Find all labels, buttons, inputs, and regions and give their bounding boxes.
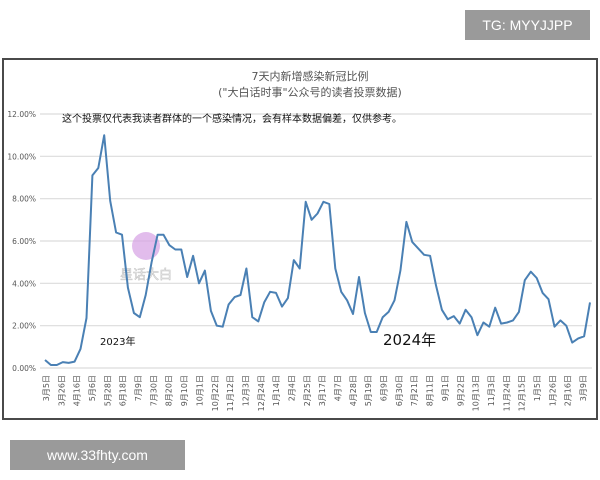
x-tick-label: 6月18日 (119, 375, 128, 406)
y-tick-label: 12.00% (7, 110, 36, 119)
y-tick-label: 4.00% (12, 279, 36, 288)
x-tick-label: 7月9日 (134, 375, 143, 401)
site-watermark: www.33fhty.com (10, 440, 185, 470)
x-tick-label: 10月1日 (195, 375, 204, 406)
x-tick-label: 4月28日 (349, 375, 358, 406)
logo-watermark: 星话大白 (120, 232, 172, 283)
x-tick-label: 3月17日 (318, 375, 327, 406)
x-tick-label: 10月13日 (472, 375, 481, 411)
x-tick-label: 7月21日 (410, 375, 419, 406)
x-tick-label: 9月1日 (441, 375, 450, 401)
x-tick-label: 5月19日 (364, 375, 373, 406)
y-tick-label: 2.00% (12, 322, 36, 331)
y-tick-label: 0.00% (12, 364, 36, 373)
x-tick-label: 2月16日 (564, 375, 573, 406)
x-tick-label: 9月10日 (180, 375, 189, 406)
x-tick-label: 5月6日 (88, 375, 97, 401)
x-tick-label: 6月30日 (395, 375, 404, 406)
series-line (44, 134, 591, 366)
x-tick-label: 1月26日 (548, 375, 557, 406)
x-tick-label: 9月22日 (456, 375, 465, 406)
y-tick-label: 8.00% (12, 195, 36, 204)
x-tick-label: 4月16日 (73, 375, 82, 406)
chart-title: 7天内新增感染新冠比例 (252, 69, 369, 83)
x-tick-label: 12月24日 (257, 375, 266, 411)
x-tick-label: 8月11日 (426, 375, 435, 406)
x-tick-label: 3月26日 (57, 375, 66, 406)
x-tick-label: 3月5日 (42, 375, 51, 401)
x-tick-label: 6月9日 (380, 375, 389, 401)
x-tick-label: 4月7日 (334, 375, 343, 401)
x-tick-label: 5月28日 (103, 375, 112, 406)
chart-note: 这个投票仅代表我读者群体的一个感染情况，会有样本数据偏差，仅供参考。 (62, 112, 402, 125)
x-tick-label: 12月3日 (241, 375, 250, 406)
annotation-2023: 2023年 (100, 335, 135, 348)
x-tick-label: 2月4日 (287, 375, 296, 401)
x-tick-label: 3月9日 (579, 375, 588, 401)
chart-frame (2, 58, 598, 420)
logo-text: 星话大白 (120, 267, 172, 283)
annotation-2024: 2024年 (383, 331, 436, 349)
x-tick-label: 11月24日 (502, 375, 511, 411)
x-tick-label: 1月5日 (533, 375, 542, 401)
x-tick-label: 2月25日 (303, 375, 312, 406)
x-tick-label: 10月22日 (211, 375, 220, 411)
tg-watermark: TG: MYYJJPP (465, 10, 590, 40)
x-tick-label: 1月14日 (272, 375, 281, 406)
x-tick-label: 11月12日 (226, 375, 235, 411)
y-tick-label: 10.00% (7, 152, 36, 161)
x-tick-label: 7月30日 (149, 375, 158, 406)
x-tick-label: 11月3日 (487, 375, 496, 406)
x-tick-label: 8月20日 (165, 375, 174, 406)
chart-subtitle: ("大白话时事"公众号的读者投票数据) (218, 85, 402, 99)
y-tick-label: 6.00% (12, 237, 36, 246)
x-tick-label: 12月15日 (518, 375, 527, 411)
